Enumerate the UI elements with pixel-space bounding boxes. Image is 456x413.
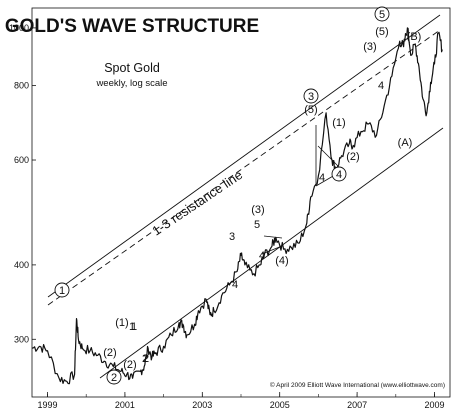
wave-label: 2 xyxy=(142,353,148,365)
circled-label-text: 2 xyxy=(111,372,117,384)
wave-label: (2) xyxy=(103,347,116,359)
y-tick-label: 400 xyxy=(14,260,29,270)
wave-label: 2 xyxy=(143,353,149,365)
wave-label: (3) xyxy=(251,204,264,216)
wave-label: 1 xyxy=(129,321,135,333)
chart-note: weekly, log scale xyxy=(95,78,167,89)
label-circle xyxy=(331,166,347,182)
wave-label: (1) xyxy=(115,317,128,329)
wave-label: (5) xyxy=(375,26,388,38)
wave-label: (4) xyxy=(275,255,288,267)
wave-label: (A) xyxy=(398,137,413,149)
y-tick-label: 300 xyxy=(14,334,29,344)
small-triangle-top xyxy=(263,235,283,239)
x-tick-label: 2001 xyxy=(115,400,135,410)
wave-label: 1 xyxy=(131,321,137,333)
circled-label-text: 4 xyxy=(336,169,342,181)
x-tick-label: 2007 xyxy=(347,400,367,410)
circled-label-text: 3 xyxy=(308,91,314,103)
x-tick-label: 2005 xyxy=(270,400,290,410)
label-circle xyxy=(374,6,390,22)
wave-label: 3 xyxy=(229,231,235,243)
lower-channel-line xyxy=(99,127,444,379)
x-axis-ticks: 1999 2001 2003 2005 2007 2009 xyxy=(37,392,445,410)
circled-wave-labels: 1 2 3 4 5 xyxy=(54,6,390,385)
circled-label-text: 5 xyxy=(379,9,385,21)
circled-wave-label: 2 xyxy=(106,369,122,385)
label-circle xyxy=(106,369,122,385)
circled-wave-label: 4 xyxy=(331,166,347,182)
circled-wave-label: 5 xyxy=(374,6,390,22)
y-tick-label: 800 xyxy=(14,81,29,91)
wave-label: (1) xyxy=(332,117,345,129)
wave-label: 4 xyxy=(319,172,325,184)
title-block: GOLD'S WAVE STRUCTURE Spot Gold weekly, … xyxy=(5,16,259,89)
chart-subtitle: Spot Gold xyxy=(104,61,160,75)
wave-labels: 1(1) 1(2) 2(2) 23(3)544 (4)(5)(1)(2)4(3)(5)4… xyxy=(103,26,421,371)
y-axis-ticks: 300 400 600 800 1000 xyxy=(9,23,36,344)
y-tick-label: 600 xyxy=(14,155,29,165)
x-tick-label: 2009 xyxy=(425,400,445,410)
wave-label: 5 xyxy=(254,219,260,231)
wave-label: (2) xyxy=(346,151,359,163)
x-tick-label: 1999 xyxy=(37,400,57,410)
label-circle xyxy=(54,282,70,298)
y-tick-label: 1000 xyxy=(9,23,29,33)
wave-label: (B) xyxy=(407,31,422,43)
plot-frame xyxy=(31,7,451,398)
label-circle xyxy=(303,88,319,104)
wave-label: (5) xyxy=(304,104,317,116)
wave-label: 4 xyxy=(259,250,265,262)
upper-channel-line xyxy=(47,14,441,298)
chart-title: GOLD'S WAVE STRUCTURE xyxy=(5,16,259,37)
channel-lines xyxy=(47,14,444,379)
gold-price-line xyxy=(31,27,443,385)
wave-label: 4 xyxy=(378,80,384,92)
circled-label-text: 1 xyxy=(59,285,65,297)
wave-label: (3) xyxy=(363,41,376,53)
wave-label: 4 xyxy=(232,279,238,291)
circled-wave-label: 1 xyxy=(54,282,70,298)
circled-wave-label: 3 xyxy=(303,88,319,104)
x-tick-label: 2003 xyxy=(192,400,212,410)
copyright-text: © April 2009 Elliott Wave International … xyxy=(270,381,445,389)
wave-label: (2) xyxy=(123,359,136,371)
